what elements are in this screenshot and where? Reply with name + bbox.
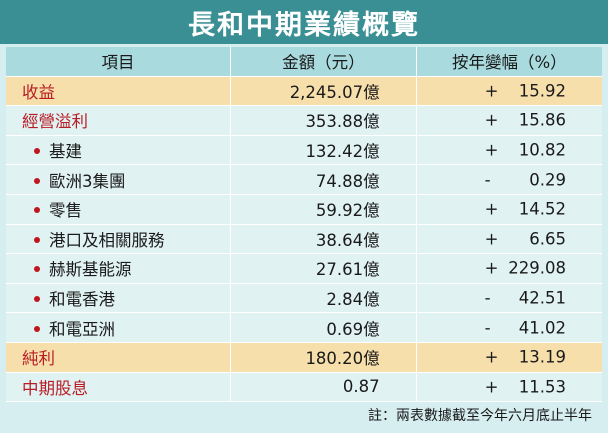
footnote: 註：兩表數據截至今年六月底止半年 [368,408,592,424]
row-change: +10.82 [416,135,602,165]
bullet-dot-icon [34,325,40,332]
row-name: 收益 [6,76,232,106]
change-sign: + [484,229,499,249]
row-name: 基建 [49,142,82,162]
row-amount: 353.88億 [230,105,417,136]
row-name: 純利 [6,342,232,373]
table-row: 經營溢利 353.88億 +15.86 [6,105,602,136]
row-amount: 132.42億 [230,135,417,165]
header-item: 項目 [6,47,232,77]
change-value: 6.65 [529,229,566,249]
row-change: - 42.51 [416,283,602,313]
row-name-cell: 和電香港 [6,283,232,313]
change-sign: - [484,318,491,338]
change-value: 13.19 [518,347,566,367]
row-change: +15.92 [416,76,602,106]
row-amount: 74.88億 [230,164,417,195]
row-name-cell: 和電亞洲 [6,312,232,343]
row-name: 赫斯基能源 [49,260,132,280]
row-amount: 38.64億 [230,224,417,254]
row-name: 中期股息 [6,372,232,402]
row-name: 歐洲3集團 [49,171,126,191]
row-amount: 2,245.07億 [230,76,417,106]
table-row: 和電香港 2.84億 - 42.51 [6,283,602,313]
bullet-dot-icon [34,266,40,273]
row-name-cell: 基建 [6,135,232,165]
bullet-dot-icon [34,236,40,243]
change-value: 15.92 [518,81,566,101]
row-change: +11.53 [416,372,602,402]
change-sign: + [484,81,499,101]
row-name-cell: 零售 [6,194,232,225]
bullet-dot-icon [34,177,40,184]
row-name: 零售 [49,201,82,221]
change-sign: + [484,199,499,219]
change-value: 41.02 [518,318,566,338]
row-name: 港口及相關服務 [49,230,165,250]
table-row: 基建 132.42億 +10.82 [6,135,602,165]
page-title: 長和中期業績概覽 [0,0,608,44]
row-amount: 27.61億 [230,253,417,284]
row-change: +229.08 [416,254,602,284]
change-value: 14.52 [518,199,566,219]
change-sign: + [484,347,499,367]
table-row: 和電亞洲 0.69億 - 41.02 [6,312,602,343]
change-value: 15.86 [518,110,566,130]
change-value: 11.53 [518,377,566,397]
change-sign: - [484,170,491,190]
row-amount: 2.84億 [230,283,417,313]
row-change: +6.65 [416,224,602,254]
row-change: +15.86 [416,106,602,136]
change-sign: + [484,110,499,130]
table-row: 純利 180.20億 +13.19 [6,342,602,373]
row-change: +13.19 [416,342,602,372]
row-change: +14.52 [416,194,602,224]
row-name-cell: 港口及相關服務 [6,224,232,254]
row-change: - 41.02 [416,313,602,343]
table-row: 港口及相關服務 38.64億 +6.65 [6,224,602,254]
table-row: 中期股息 0.87 +11.53 [6,372,602,402]
header-change: 按年變幅（%） [416,47,602,77]
table-row: 收益 2,245.07億 +15.92 [6,76,602,106]
row-name: 和電香港 [49,290,115,310]
table-row: 赫斯基能源 27.61億 +229.08 [6,253,602,284]
table-row: 零售 59.92億 +14.52 [6,194,602,225]
row-change: - 0.29 [416,165,602,195]
bullet-dot-icon [34,148,40,155]
row-amount: 180.20億 [230,342,417,373]
table-header-row: 項目 金額（元） 按年變幅（%） [6,47,602,77]
row-amount: 0.69億 [230,312,417,343]
change-value: 229.08 [508,258,566,278]
row-name: 經營溢利 [6,105,232,136]
bullet-dot-icon [34,296,40,303]
results-table: 項目 金額（元） 按年變幅（%） 收益 2,245.07億 +15.92 經營溢… [6,47,602,402]
header-amount: 金額（元） [230,47,417,77]
change-value: 10.82 [518,140,566,160]
change-value: 0.29 [529,170,566,190]
bullet-dot-icon [34,207,40,214]
row-name: 和電亞洲 [49,319,115,339]
change-sign: + [484,258,499,278]
table-row: 歐洲3集團 74.88億 - 0.29 [6,164,602,195]
row-amount: 59.92億 [230,194,417,225]
change-sign: + [484,377,499,397]
change-value: 42.51 [518,288,566,308]
change-sign: + [484,140,499,160]
row-amount: 0.87 [230,372,417,402]
row-name-cell: 赫斯基能源 [6,253,232,284]
row-name-cell: 歐洲3集團 [6,164,232,195]
change-sign: - [484,288,491,308]
